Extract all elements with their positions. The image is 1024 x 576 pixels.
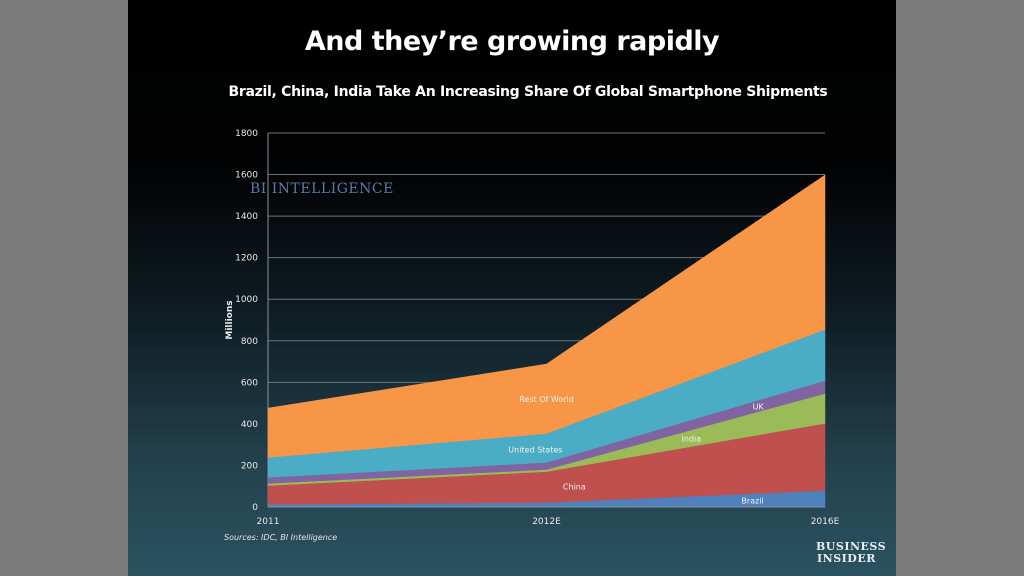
bi-intelligence-watermark: BI INTELLIGENCE bbox=[250, 181, 394, 197]
y-tick-label: 1200 bbox=[235, 254, 258, 264]
area-label: India bbox=[681, 435, 701, 444]
area-label: UK bbox=[753, 402, 765, 411]
area-label: China bbox=[563, 482, 586, 491]
area-label: Rest Of World bbox=[519, 395, 574, 404]
y-tick-label: 1400 bbox=[235, 212, 258, 222]
slide: And they’re growing rapidly Brazil, Chin… bbox=[128, 0, 896, 576]
chart-title: Brazil, China, India Take An Increasing … bbox=[228, 84, 828, 100]
y-tick-label: 1800 bbox=[235, 129, 258, 139]
x-tick-label: 2011 bbox=[257, 517, 280, 527]
x-tick-label: 2016E bbox=[811, 517, 840, 527]
y-tick-label: 600 bbox=[241, 378, 258, 388]
sources-note: Sources: IDC, BI Intelligence bbox=[224, 533, 338, 542]
logo-line-1: BUSINESS bbox=[816, 540, 887, 553]
y-tick-label: 1000 bbox=[235, 295, 258, 305]
y-tick-label: 1600 bbox=[235, 171, 258, 181]
logo-line-2: INSIDER bbox=[817, 552, 876, 565]
y-axis-label: Millions bbox=[225, 300, 235, 339]
y-tick-label: 200 bbox=[241, 461, 258, 471]
y-tick-label: 400 bbox=[241, 420, 258, 430]
area-label: Brazil bbox=[741, 497, 763, 506]
y-tick-label: 800 bbox=[241, 337, 258, 347]
area-label: United States bbox=[508, 445, 562, 454]
slide-title: And they’re growing rapidly bbox=[304, 26, 720, 57]
stacked-area-chart: 0 200 400 600 800 1000 1200 1400 1600 1800 Million… bbox=[225, 129, 840, 527]
business-insider-logo: BUSINESS INSIDER bbox=[816, 541, 886, 565]
y-tick-label: 0 bbox=[252, 503, 258, 513]
x-tick-label: 2012E bbox=[532, 517, 561, 527]
